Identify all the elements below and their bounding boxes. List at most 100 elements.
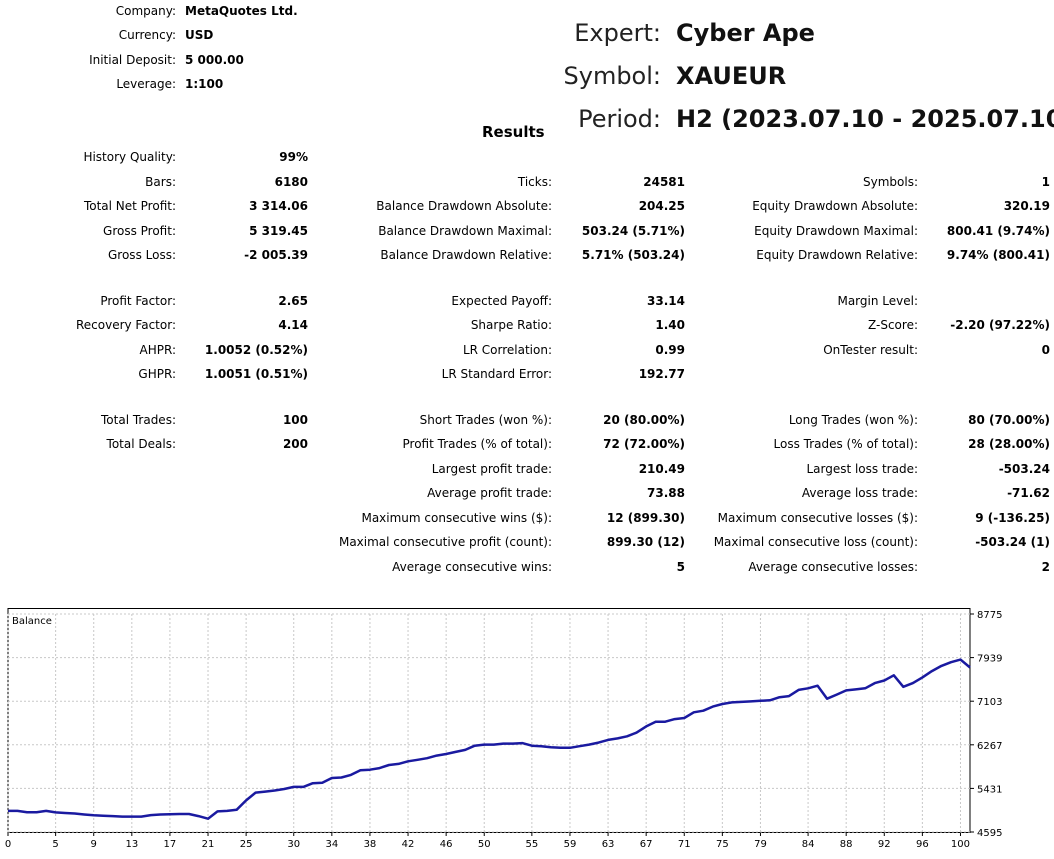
stat-value: 9.74% (800.41)	[946, 248, 1050, 262]
leverage-label: Leverage:	[116, 77, 176, 91]
results-title: Results	[482, 123, 545, 141]
stat-label: Margin Level:	[837, 294, 918, 308]
company-value: MetaQuotes Ltd.	[185, 4, 298, 18]
stat-value: 72 (72.00%)	[603, 437, 685, 451]
stat-value: 0	[1041, 343, 1050, 357]
stat-label: Average consecutive losses:	[748, 560, 918, 574]
stat-value: -71.62	[1007, 486, 1050, 500]
stat-label: Short Trades (won %):	[419, 413, 552, 427]
stat-value: 20 (80.00%)	[603, 413, 685, 427]
stat-label: Largest loss trade:	[806, 462, 918, 476]
x-tick-label: 67	[640, 839, 653, 850]
x-tick-label: 17	[164, 839, 177, 850]
x-tick-label: 50	[478, 839, 491, 850]
stat-value: 6180	[274, 175, 308, 189]
x-tick-label: 100	[951, 839, 970, 850]
stat-label: AHPR:	[139, 343, 176, 357]
x-tick-label: 92	[878, 839, 891, 850]
y-tick-label: 7939	[977, 654, 1002, 665]
stat-label: Balance Drawdown Maximal:	[378, 224, 552, 238]
x-tick-label: 5	[52, 839, 58, 850]
period-label: Period:	[578, 105, 661, 133]
stat-value: 12 (899.30)	[606, 511, 685, 525]
stat-value: 1.0052 (0.52%)	[204, 343, 308, 357]
stat-label: Loss Trades (% of total):	[773, 437, 919, 451]
x-tick-label: 30	[287, 839, 300, 850]
x-tick-label: 63	[602, 839, 615, 850]
x-tick-label: 96	[916, 839, 929, 850]
x-tick-label: 9	[91, 839, 97, 850]
stat-value: 2.65	[278, 294, 308, 308]
x-tick-label: 84	[802, 839, 815, 850]
stat-value: 320.19	[1003, 199, 1050, 213]
stat-label: Recovery Factor:	[75, 318, 176, 332]
x-tick-label: 25	[240, 839, 253, 850]
stat-label: Equity Drawdown Relative:	[756, 248, 918, 262]
stat-value: 24581	[643, 175, 685, 189]
stat-label: GHPR:	[138, 367, 176, 381]
balance-line	[8, 658, 971, 820]
stat-label: LR Correlation:	[462, 343, 552, 357]
stat-value: 2	[1041, 560, 1050, 574]
stat-label: Gross Loss:	[108, 248, 176, 262]
stat-label: Total Deals:	[106, 437, 176, 451]
stat-label: LR Standard Error:	[441, 367, 552, 381]
stat-value: 1	[1041, 175, 1050, 189]
expert-value: Cyber Ape	[676, 19, 815, 47]
stat-label: Average loss trade:	[801, 486, 918, 500]
stat-value: 9 (-136.25)	[975, 511, 1050, 525]
y-tick-label: 7103	[977, 697, 1002, 708]
stat-value: 5	[676, 560, 685, 574]
stat-label: Maximal consecutive profit (count):	[338, 535, 552, 549]
x-tick-label: 59	[564, 839, 577, 850]
stat-label: OnTester result:	[823, 343, 918, 357]
leverage-value: 1:100	[185, 77, 224, 91]
stat-label: Maximal consecutive loss (count):	[713, 535, 918, 549]
stat-label: Bars:	[145, 175, 176, 189]
stat-label: Total Trades:	[101, 413, 176, 427]
initial-deposit-value: 5 000.00	[185, 53, 244, 67]
stat-value: 5 319.45	[249, 224, 308, 238]
stat-value: -2 005.39	[244, 248, 308, 262]
stat-label: Largest profit trade:	[431, 462, 552, 476]
symbol-value: XAUEUR	[676, 62, 787, 90]
stat-value: 1.0051 (0.51%)	[204, 367, 308, 381]
stat-label: Ticks:	[517, 175, 552, 189]
expert-label: Expert:	[574, 19, 661, 47]
y-tick-label: 6267	[977, 741, 1002, 752]
stat-value: 33.14	[647, 294, 685, 308]
balance-chart: 0 5 9 13 17 21 25 30 34 38 42 46 50 55 59 63 67 71 75 79 84 8…	[4, 608, 1050, 850]
stat-value: -2.20 (97.22%)	[950, 318, 1050, 332]
y-tick-label: 4595	[977, 828, 1002, 839]
stat-value: 0.99	[655, 343, 685, 357]
x-tick-label: 88	[840, 839, 853, 850]
stat-label: Equity Drawdown Absolute:	[752, 199, 918, 213]
stat-label: History Quality:	[83, 150, 176, 164]
stat-label: Balance Drawdown Absolute:	[376, 199, 552, 213]
x-tick-label: 55	[525, 839, 538, 850]
x-tick-label: 13	[125, 839, 138, 850]
stat-label: Maximum consecutive wins ($):	[361, 511, 552, 525]
stat-value: -503.24 (1)	[975, 535, 1050, 549]
x-tick-label: 38	[364, 839, 377, 850]
stat-label: Equity Drawdown Maximal:	[754, 224, 918, 238]
chart-title: Balance	[12, 616, 52, 627]
x-tick-label: 21	[202, 839, 215, 850]
stat-label: Sharpe Ratio:	[470, 318, 552, 332]
balance-chart-svg: 0 5 9 13 17 21 25 30 34 38 42 46 50 55 59 63 67 71 75 79 84 8…	[5, 608, 1002, 850]
stat-label: Profit Factor:	[100, 294, 176, 308]
stat-label: Expected Payoff:	[451, 294, 552, 308]
stat-value: 503.24 (5.71%)	[581, 224, 685, 238]
stat-value: -503.24	[998, 462, 1050, 476]
stat-label: Long Trades (won %):	[788, 413, 918, 427]
stat-label: Balance Drawdown Relative:	[380, 248, 552, 262]
stat-value: 28 (28.00%)	[968, 437, 1050, 451]
stat-value: 200	[282, 437, 308, 451]
currency-value: USD	[185, 28, 214, 42]
x-tick-label: 79	[754, 839, 767, 850]
stat-value: 204.25	[638, 199, 685, 213]
stat-value: 73.88	[647, 486, 685, 500]
stat-value: 210.49	[638, 462, 685, 476]
stat-label: Gross Profit:	[103, 224, 176, 238]
stat-value: 5.71% (503.24)	[581, 248, 685, 262]
